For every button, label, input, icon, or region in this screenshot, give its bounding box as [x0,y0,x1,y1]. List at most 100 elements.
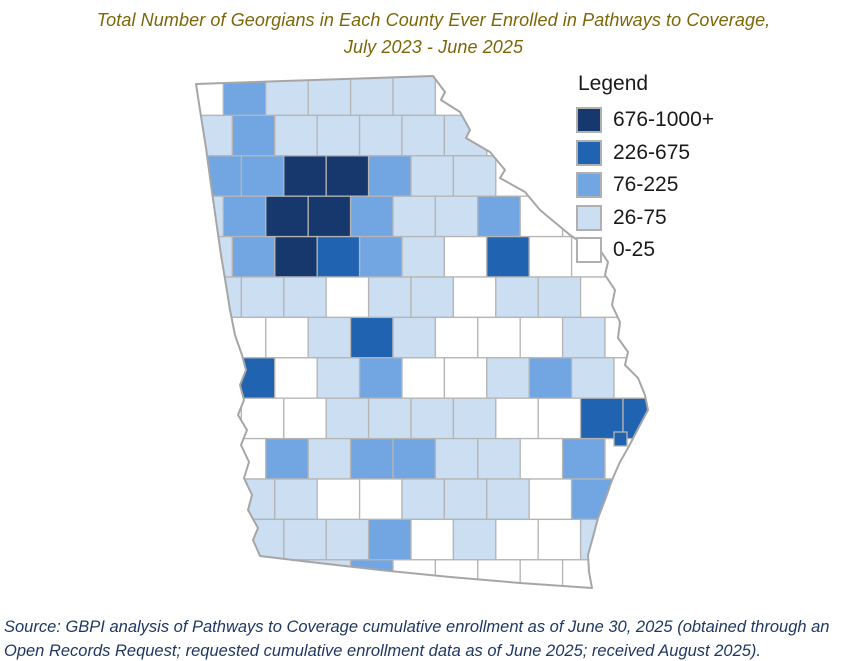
county-cell [741,115,783,155]
county-cell [240,397,285,440]
legend-item: 0-25 [576,234,714,267]
legend-label: 26-75 [613,205,667,229]
county-cell [316,235,361,278]
county-cell [349,559,394,588]
county-cell [358,235,403,278]
county-cell [139,439,181,479]
county-cell [741,237,783,277]
county-cell [434,437,479,480]
county-cell [708,156,750,196]
county-cell [410,518,455,561]
county-cell [231,114,276,157]
county-cell [198,155,243,197]
county-cell [452,397,497,440]
county-cell [622,276,648,319]
county-cell [222,559,267,588]
county-cell [240,276,285,319]
county-cell [139,317,181,357]
county-cell [325,155,370,197]
county-cell [367,276,412,319]
county-cell [392,437,437,480]
county-cell [579,276,624,319]
county-cell [367,397,412,440]
county-cell [495,397,539,440]
county-cell [196,397,200,440]
county-cell [358,114,403,157]
county-cell [443,357,488,399]
county-cell [656,358,698,398]
county-cell [443,235,488,278]
county-cell [196,357,234,399]
county-cell [148,479,190,519]
county-cell [307,437,352,480]
county-cell [148,358,190,398]
legend-item: 676-1000+ [576,104,714,137]
county-cell [274,114,318,157]
county-cell [613,478,648,521]
county-cell [358,357,403,399]
county-cell [561,559,606,588]
county-cell [307,195,352,238]
county-cell [708,398,750,438]
county-cell-coastal-fragment [613,431,628,447]
county-cell [519,76,564,117]
county-cell [519,559,564,588]
legend-swatch [576,237,602,264]
county-cell [519,316,564,359]
county-cell [732,196,774,236]
county-cell [690,317,732,357]
legend-heading: Legend [578,72,649,95]
county-cell [410,276,455,319]
chart-title-line1: Total Number of Georgians in Each County… [96,10,771,30]
county-cell [708,277,750,317]
county-cell [392,559,437,588]
county-cell [265,316,309,359]
county-cell [316,357,361,399]
county-cell [410,397,455,440]
county-cell [196,316,225,359]
county-cell [699,479,741,519]
county-cell [486,478,530,521]
county-cell [434,316,479,359]
county-cell [401,357,446,399]
county-cell [196,276,200,319]
county-cell [274,478,318,521]
county-cell [196,559,225,588]
county-cell [325,276,370,319]
county-cell [139,560,181,600]
county-cell [367,518,412,561]
county-cell [495,518,539,561]
county-cell [537,276,582,319]
county-cell [665,277,707,317]
county-cell [732,560,774,600]
legend: Legend 676-1000+ 226-675 76-225 26-75 0-… [576,72,714,267]
county-cell [196,114,234,157]
county-cell [274,357,318,399]
county-cell [646,559,648,588]
county-cell [537,155,582,197]
county-cell [325,518,370,561]
county-cell [196,235,234,278]
county-cell [139,75,181,115]
legend-label: 76-225 [613,173,679,197]
county-cell [367,155,412,197]
county-cell [231,478,276,521]
county-cell [434,559,479,588]
source-line1: Source: GBPI analysis of Pathways to Cov… [4,618,830,636]
source-line2: Open Records Request; requested cumulati… [4,641,762,660]
county-cell [477,195,521,238]
county-cell [477,437,521,480]
county-cell [283,518,327,561]
county-cell [316,478,361,521]
legend-swatch [576,172,602,199]
legend-swatch [576,139,602,166]
county-cell [750,277,792,317]
county-cell [434,195,479,238]
county-cell [265,559,309,588]
state-outline [195,75,649,589]
county-cell [265,195,309,238]
county-cell [604,559,648,588]
county-cell [316,114,361,157]
